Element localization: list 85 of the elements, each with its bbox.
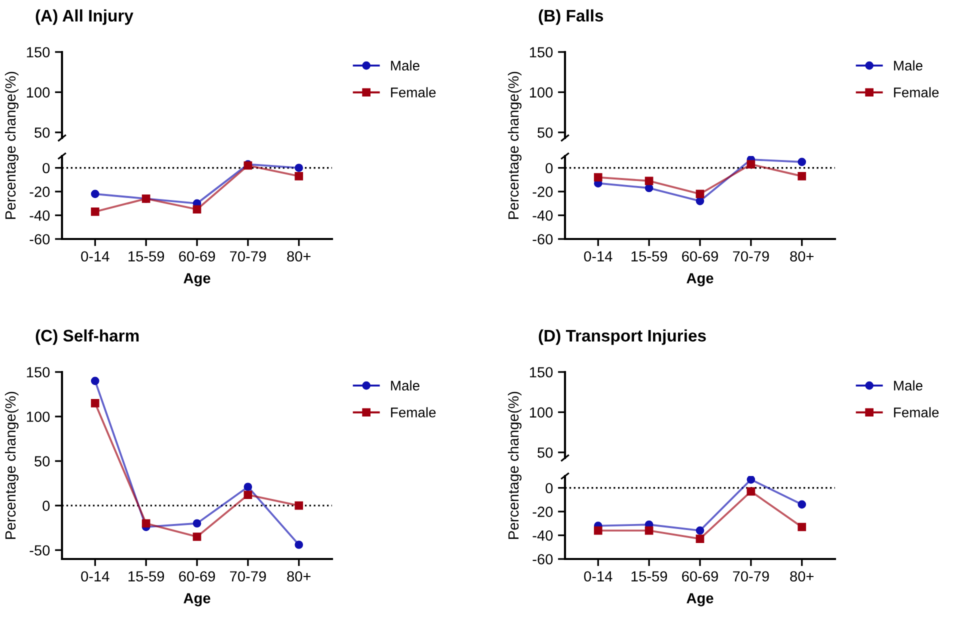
y-tick-label: -50 bbox=[30, 545, 50, 556]
x-tick-label: 60-69 bbox=[682, 251, 718, 262]
point bbox=[294, 172, 304, 180]
text: (A) All Injury bbox=[36, 9, 134, 25]
y-tick-label: 50 bbox=[34, 456, 50, 466]
legend-label: Female bbox=[894, 87, 939, 98]
legend-label: Male bbox=[894, 60, 922, 71]
point bbox=[746, 476, 756, 484]
x-tick-label: 80+ bbox=[287, 251, 311, 262]
point bbox=[746, 160, 756, 168]
point bbox=[798, 522, 806, 532]
text: (D) Transport Injuries bbox=[538, 329, 706, 345]
point bbox=[644, 526, 654, 535]
x-tick-label: 15-59 bbox=[128, 571, 164, 582]
x-tick-label: 60-69 bbox=[179, 251, 215, 262]
y-axis-title: Percentage change(%) bbox=[508, 392, 522, 539]
x-tick-label: 80+ bbox=[790, 251, 814, 262]
x-tick-label: 70-79 bbox=[733, 251, 769, 262]
point bbox=[90, 376, 100, 386]
legend-label: Male bbox=[391, 60, 420, 71]
y-tick-label: -60 bbox=[532, 234, 553, 244]
x-tick-label: 70-79 bbox=[733, 571, 769, 582]
y-tick-label: 0 bbox=[42, 500, 50, 511]
x-tick-label: 15-59 bbox=[128, 251, 164, 262]
x-axis-title: Age bbox=[184, 593, 210, 606]
y-tick-label: -20 bbox=[30, 186, 50, 197]
point bbox=[746, 487, 756, 496]
legend-label: Male bbox=[894, 380, 922, 391]
x-tick-label: 70-79 bbox=[230, 251, 266, 262]
point bbox=[90, 208, 100, 216]
x-tick-label: 15-59 bbox=[632, 251, 668, 262]
point bbox=[696, 526, 704, 535]
point bbox=[798, 158, 806, 166]
y-tick-label: -60 bbox=[30, 234, 50, 244]
point bbox=[594, 526, 602, 535]
point bbox=[244, 482, 252, 492]
legend-label: Male bbox=[391, 380, 420, 391]
x-tick-label: 80+ bbox=[287, 571, 311, 582]
point bbox=[644, 176, 654, 186]
x-tick-label: 70-79 bbox=[230, 571, 266, 582]
x-tick-label: 60-69 bbox=[682, 571, 718, 582]
point bbox=[244, 490, 252, 500]
x-tick-label: 60-69 bbox=[179, 571, 215, 582]
x-tick-label: 0-14 bbox=[81, 571, 110, 582]
y-tick-label: 0 bbox=[546, 482, 553, 494]
y-tick-label: -40 bbox=[532, 530, 553, 541]
y-tick-label: 100 bbox=[26, 412, 50, 422]
point bbox=[594, 173, 602, 182]
chart-title: (C) Self-harm bbox=[36, 329, 139, 345]
y-axis-title: Percentage change(%) bbox=[4, 72, 19, 219]
point bbox=[798, 500, 806, 509]
x-tick-label: 80+ bbox=[790, 571, 814, 582]
y-tick-label: -20 bbox=[532, 506, 553, 517]
legend-label: Female bbox=[894, 407, 939, 418]
y-axis-title: Percentage change(%) bbox=[508, 72, 522, 219]
point bbox=[192, 519, 202, 528]
point bbox=[90, 399, 100, 408]
point bbox=[142, 519, 150, 528]
point bbox=[294, 501, 304, 510]
point bbox=[294, 540, 304, 549]
x-tick-label: 15-59 bbox=[632, 571, 668, 582]
legend-label: Female bbox=[391, 87, 436, 98]
y-tick-label: -40 bbox=[30, 210, 50, 221]
y-axis-title: Percentage change(%) bbox=[4, 392, 19, 539]
text: (B) Falls bbox=[538, 9, 604, 25]
point bbox=[696, 190, 704, 198]
x-axis-title: Age bbox=[686, 273, 714, 286]
x-tick-label: 0-14 bbox=[584, 571, 612, 582]
point bbox=[696, 534, 704, 544]
point bbox=[192, 205, 202, 214]
point bbox=[192, 532, 202, 541]
y-tick-label: 150 bbox=[26, 367, 50, 378]
y-tick-label: -20 bbox=[532, 186, 553, 197]
x-tick-label: 0-14 bbox=[584, 251, 612, 262]
point bbox=[294, 164, 304, 172]
y-tick-label: 0 bbox=[42, 162, 50, 174]
x-tick-label: 0-14 bbox=[81, 251, 110, 262]
point bbox=[798, 172, 806, 180]
y-tick-label: -60 bbox=[532, 554, 553, 564]
y-tick-label: 0 bbox=[546, 162, 553, 174]
legend-label: Female bbox=[391, 407, 436, 418]
y-tick-label: -40 bbox=[532, 210, 553, 221]
x-axis-title: Age bbox=[686, 593, 714, 606]
point bbox=[90, 190, 100, 198]
x-axis-title: Age bbox=[184, 273, 210, 286]
